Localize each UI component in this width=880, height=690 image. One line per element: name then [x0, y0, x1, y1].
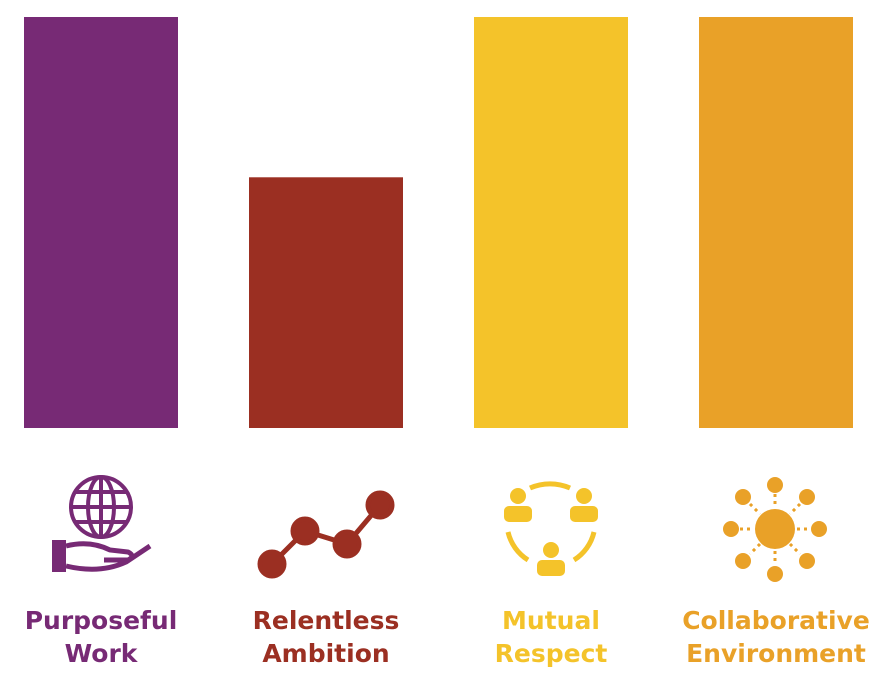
icon-trend: [257, 490, 395, 579]
icon-globe-hand: [52, 475, 152, 572]
category-label: Collaborative Environment: [682, 606, 870, 668]
bar: [699, 17, 853, 428]
category-label: Relentless Ambition: [252, 606, 400, 668]
bar: [24, 17, 178, 428]
category-label: Mutual Respect: [494, 606, 608, 668]
icon-sun: [723, 477, 827, 582]
bar: [249, 177, 403, 428]
bar: [474, 17, 628, 428]
icon-people: [504, 481, 598, 576]
category-label: Purposeful Work: [24, 606, 178, 668]
